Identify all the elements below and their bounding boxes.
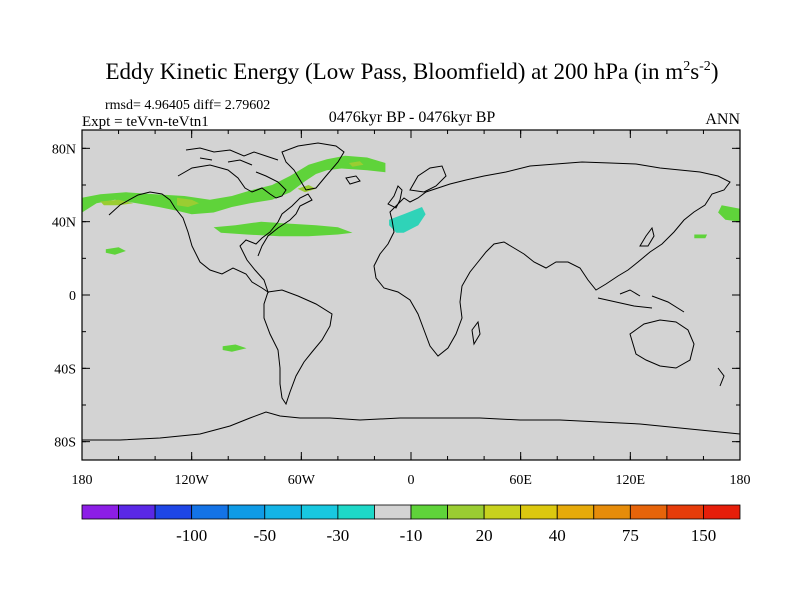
colorbar-box-7 — [337, 504, 375, 520]
uk-coast — [387, 185, 403, 209]
colorbar-label-2: -30 — [327, 526, 350, 545]
japan-coast — [639, 226, 655, 247]
region-america-yellowgreen — [177, 197, 199, 207]
colorbar-label-4: 20 — [476, 526, 493, 545]
region-east-pacific-green — [718, 205, 740, 222]
colorbar-box-10 — [447, 504, 485, 520]
scandinavia-coast — [409, 165, 447, 193]
north-america-coast — [108, 191, 313, 294]
y-tick-label-2: 0 — [69, 289, 76, 304]
new-zealand-coast — [717, 367, 725, 387]
colorbar-box-17 — [703, 504, 741, 520]
colorbar: -100 -50 -30 -10 20 40 75 150 — [81, 504, 741, 545]
x-tick-label-1: 120W — [175, 473, 210, 488]
x-tick-label-2: 60W — [288, 473, 316, 488]
y-tick-label-1: 40N — [52, 216, 76, 231]
colorbar-box-12 — [520, 504, 558, 520]
season-label: ANN — [705, 111, 740, 128]
expt-label: Expt = teVvn-teVtn1 — [82, 114, 209, 130]
colorbar-box-4 — [227, 504, 266, 520]
x-tick-label-5: 120E — [616, 473, 646, 488]
madagascar-coast — [471, 320, 481, 346]
region-pacific-yellowgreen — [100, 199, 134, 206]
eurasia-africa-coast — [373, 161, 731, 357]
colorbar-label-7: 150 — [691, 526, 717, 545]
region-iberia-cyan — [389, 207, 426, 233]
region-north-pacific-green — [82, 155, 386, 215]
indonesia-coast — [597, 289, 685, 313]
colorbar-box-9 — [410, 504, 448, 520]
period-label: 0476kyr BP - 0476kyr BP — [329, 109, 496, 126]
iceland-coast — [345, 175, 361, 185]
colorbar-box-13 — [556, 504, 595, 520]
colorbar-box-6 — [300, 504, 339, 520]
colorbar-box-1 — [118, 504, 156, 520]
colorbar-box-16 — [666, 504, 704, 520]
colorbar-box-14 — [593, 504, 631, 520]
anomaly-regions — [82, 155, 740, 352]
colorbar-box-5 — [264, 504, 302, 520]
region-greenland-yellowgreen — [348, 161, 364, 167]
colorbar-box-3 — [191, 504, 229, 520]
region-southern-green — [222, 344, 247, 352]
antarctica-coast — [82, 411, 741, 441]
colorbar-box-2 — [154, 504, 193, 520]
colorbar-label-6: 75 — [622, 526, 639, 545]
x-tick-label-4: 60E — [509, 473, 532, 488]
greenland-coast — [281, 142, 345, 191]
axis-ticks: 180 120W 60W 0 60E 120E 180 80N 40N 0 40S 80S — [52, 130, 751, 488]
colorbar-label-0: -100 — [176, 526, 207, 545]
y-tick-label-3: 40S — [54, 362, 76, 377]
figure-title: Eddy Kinetic Energy (Low Pass, Bloomfiel… — [106, 59, 719, 84]
colorbar-box-11 — [483, 504, 522, 520]
map-background — [82, 130, 740, 460]
colorbar-label-1: -50 — [253, 526, 276, 545]
colorbar-box-8 — [374, 504, 412, 520]
south-america-coast — [263, 289, 333, 406]
x-tick-label-0: 180 — [72, 473, 93, 488]
region-atlantic-yellowgreen — [297, 185, 316, 193]
colorbar-label-5: 40 — [549, 526, 566, 545]
stats-label: rmsd= 4.96405 diff= 2.79602 — [105, 98, 270, 113]
x-tick-label-3: 0 — [408, 473, 415, 488]
x-tick-label-6: 180 — [730, 473, 751, 488]
map-panel: 180 120W 60W 0 60E 120E 180 80N 40N 0 40S 80S — [52, 129, 751, 488]
colorbar-box-15 — [629, 504, 668, 520]
region-japan-small-green — [694, 234, 708, 239]
australia-coast — [629, 319, 695, 369]
y-tick-label-0: 80N — [52, 142, 76, 157]
colorbar-label-3: -10 — [400, 526, 423, 545]
region-pacific-small-green — [105, 247, 126, 255]
y-tick-label-4: 80S — [54, 436, 76, 451]
arctic-islands — [185, 147, 279, 166]
colorbar-box-0 — [81, 504, 119, 520]
hudson-bay-coast — [177, 164, 287, 199]
coastlines — [82, 142, 741, 441]
region-subtropical-atlantic-green — [213, 221, 353, 237]
